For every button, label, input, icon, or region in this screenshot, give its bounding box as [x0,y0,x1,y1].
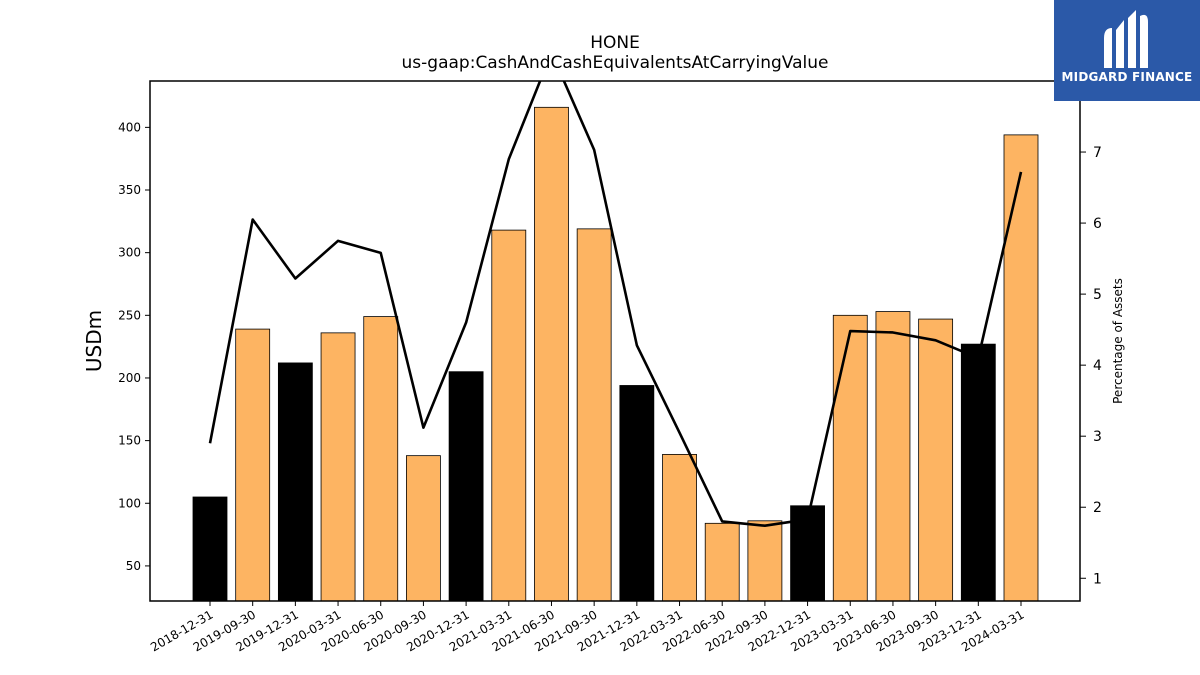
bar-2019-12-31 [277,362,313,602]
midgard-logo-icon [1104,10,1148,68]
bar-2019-09-30 [235,328,271,602]
plot-frame [149,80,1081,602]
y-tick-label: 400 [118,120,141,134]
bar-2021-12-31 [619,385,655,602]
bar-2020-09-30 [406,455,441,602]
y-axis-left: 50 100 150 200 250 300 350 400 [118,120,150,573]
bar-2020-03-31 [320,332,356,602]
y2-tick-label: 4 [1093,358,1102,374]
bar-2023-09-30 [918,318,954,602]
logo-text: MIDGARD FINANCE [1061,70,1193,84]
bar-2022-03-31 [662,453,697,602]
bar-2021-09-30 [576,228,612,602]
y-tick-label: 50 [126,559,141,573]
bar-2023-12-31 [960,343,996,602]
bar-2024-03-31 [1003,134,1039,602]
bar-2022-06-30 [704,522,740,602]
bar-group [192,106,1039,602]
y2-tick-label: 3 [1093,429,1102,445]
y-tick-label: 250 [118,308,141,322]
y-tick-label: 100 [118,496,141,510]
y2-tick-label: 2 [1093,500,1102,516]
bar-2020-06-30 [363,316,399,602]
bar-2021-06-30 [534,106,569,602]
y-tick-label: 300 [118,246,141,260]
line-group [208,81,1023,527]
chart-subtitle: us-gaap:CashAndCashEquivalentsAtCarrying… [402,53,829,73]
y-axis-label: USDm [82,310,106,372]
y-tick-label: 200 [118,371,141,385]
y2-tick-label: 7 [1093,145,1102,161]
y2-axis-label: Percentage of Assets [1111,278,1125,404]
x-axis: 2018-12-312019-09-302019-12-312020-03-31… [148,601,1027,654]
y2-tick-label: 6 [1093,216,1102,232]
chart-title: HONE [590,33,640,53]
y2-tick-label: 1 [1093,571,1102,587]
bar-2021-03-31 [491,229,527,602]
y-tick-label: 350 [118,183,141,197]
y2-tick-label: 5 [1093,287,1102,303]
bar-2023-06-30 [875,311,911,602]
bar-2018-12-31 [192,496,228,602]
y-axis-right: 1 2 3 4 5 6 7 [1080,145,1102,587]
brand-logo: MIDGARD FINANCE [1054,0,1200,101]
bar-2022-09-30 [747,520,783,602]
bar-2023-03-31 [832,314,868,602]
bar-2020-12-31 [448,371,484,602]
y-tick-label: 150 [118,434,141,448]
percentage-line [208,81,1023,527]
